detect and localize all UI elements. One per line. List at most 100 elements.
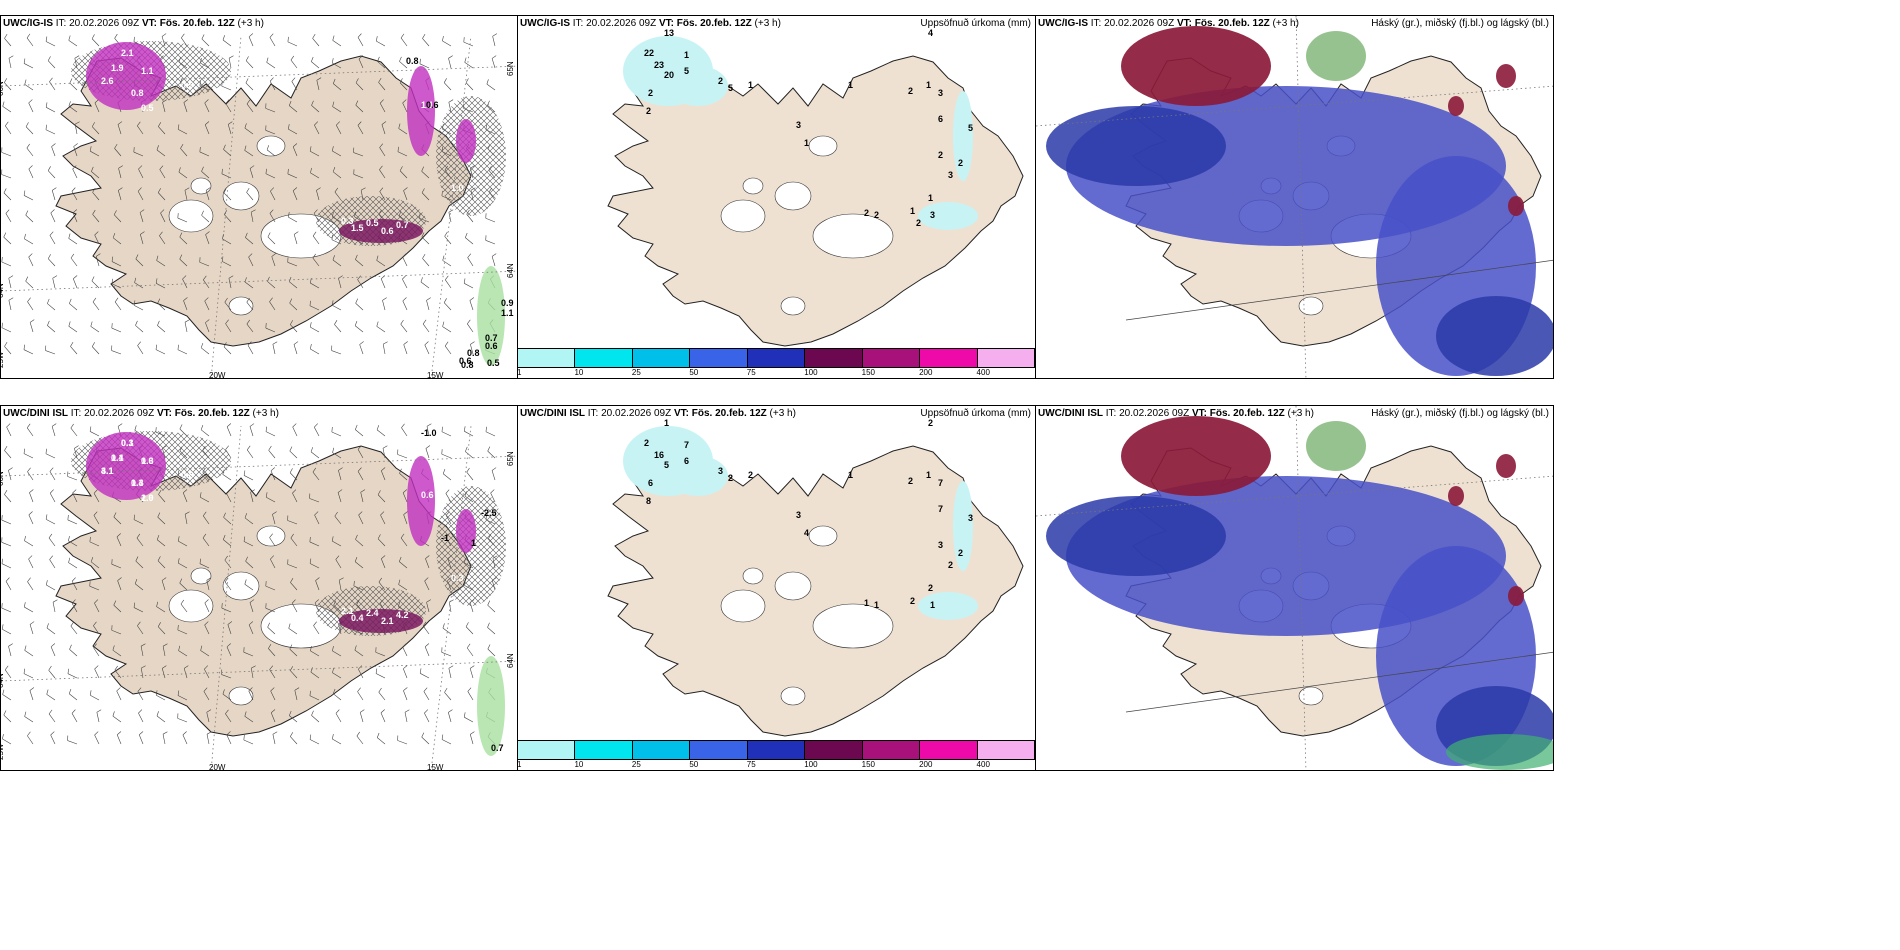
colorbar-swatch [977,741,1035,759]
init-time: IT: 20.02.2026 09Z [53,18,142,29]
precip-value: 2.6 [101,76,114,86]
precip-value: 0.3 [341,216,354,226]
precip-value: 0.8 [181,470,194,480]
valid-time: VT: Fös. 20.feb. 12Z [1176,18,1270,29]
init-time: IT: 20.02.2026 09Z [1088,18,1177,29]
map-canvas [1036,16,1553,378]
precip-value: 1.1 [141,66,154,76]
precip-amount: 2 [938,150,943,160]
colorbar-swatch [977,349,1035,367]
iceland-landmass [607,445,1024,737]
colorbar-swatches [518,348,1035,368]
precip-value: 0.7 [396,220,409,230]
precip-value: 3.1 [101,466,114,476]
precip-amount: 2 [908,476,913,486]
precip-amount: 3 [796,120,801,130]
boundary-line [1036,475,1553,517]
map-panel-clouds-dini: UWC/DINI ISL IT: 20.02.2026 09Z VT: Fös.… [1035,405,1554,771]
cloud-high-green [1306,421,1366,471]
precip-amount: 3 [938,88,943,98]
glacier [742,567,764,585]
colorbar-tick: 200 [919,760,933,769]
cloud-high [1496,64,1516,88]
iceland-landmass [55,445,472,737]
glacier [774,181,812,211]
init-time: IT: 20.02.2026 09Z [570,18,659,29]
glacier [222,181,260,211]
pressure-value: 0.8 [461,360,474,370]
colorbar-swatch [690,349,748,367]
cloud-low [1046,496,1226,576]
precip-value: 0.1 [121,438,134,448]
precip-area [477,656,505,756]
colorbar-tick: 1 [517,368,522,377]
valid-time: VT: Fös. 20.feb. 12Z [658,18,752,29]
colorbar-swatch [518,741,576,759]
axis-label: 64N [1,283,5,298]
colorbar-swatch [575,741,633,759]
colorbar-tick: 1 [517,760,522,769]
precip-area [407,66,435,156]
boundary-line [1036,85,1553,127]
glacier [808,525,838,547]
precip-amount: 2 [748,470,753,480]
precip-amount: 2 [908,86,913,96]
precip-value: 0.6 [141,456,154,466]
glacier [168,199,214,233]
precip-area [407,456,435,546]
precip-amount: 2 [644,438,649,448]
forecast-offset: (+3 h) [249,408,279,419]
colorbar-swatch [632,741,691,759]
colorbar-tick: 100 [804,760,818,769]
precip-amount: 3 [938,540,943,550]
valid-time: VT: Fös. 20.feb. 12Z [141,18,235,29]
precip-value: 0.8 [131,88,144,98]
colorbar-swatch [805,741,863,759]
cloud-low [1436,296,1553,376]
colorbar-tick: 75 [746,368,756,377]
precip-value: 2.4 [366,608,379,618]
precip-amount: 1 [928,193,933,203]
colorbar-tick: 25 [631,760,641,769]
forecast-offset: (+3 h) [1269,18,1299,29]
glacier [190,177,212,195]
precip-amount: 6 [938,114,943,124]
pressure-value: 0.7 [491,743,504,753]
precip-area [918,202,978,230]
cloud-high [1508,196,1524,216]
precip-amount: 2 [958,548,963,558]
glacier [168,589,214,623]
valid-time: VT: Fös. 20.feb. 12Z [156,408,250,419]
latitude-line [1,455,518,477]
precip-amount: 1 [910,206,915,216]
precip-area [339,219,423,243]
precip-amount: 5 [728,83,733,93]
latitude-line [1,660,518,682]
panel-title: UWC/DINI ISL IT: 20.02.2026 09Z VT: Fös.… [520,408,796,420]
map-panel-precip-dini: UWC/DINI ISL IT: 20.02.2026 09Z VT: Fös.… [517,405,1036,771]
colorbar-tick: 25 [631,368,641,377]
precip-amount: 3 [796,510,801,520]
colorbar-tick: 75 [746,760,756,769]
model-name: UWC/IG-IS [1038,18,1088,29]
precip-amount: 23 [654,60,664,70]
precip-area [86,432,166,500]
precip-amount: 5 [968,123,973,133]
glacier [190,567,212,585]
glacier [256,135,286,157]
precip-amount: 4 [928,28,933,38]
field-label: Háský (gr.), miðský (fj.bl.) og lágský (… [1371,18,1549,29]
panel-title: UWC/IG-IS IT: 20.02.2026 09Z VT: Fös. 20… [1038,18,1299,30]
precip-amount: 22 [644,48,654,58]
precip-amount: 1 [926,470,931,480]
precip-value: 1.1 [111,453,124,463]
model-name: UWC/DINI ISL [3,408,68,419]
glacier [774,571,812,601]
precip-amount: 2 [864,208,869,218]
precip-amount: 16 [654,450,664,460]
panel-title: UWC/DINI ISL IT: 20.02.2026 09Z VT: Fös.… [1038,408,1314,420]
pressure-value: 0.6 [459,356,472,366]
axis-label: 25W [1,351,5,368]
